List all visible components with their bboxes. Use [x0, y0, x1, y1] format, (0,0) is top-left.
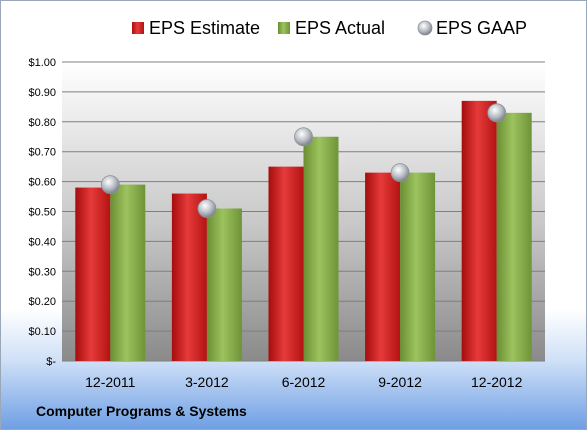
- actual-bar: [303, 136, 339, 361]
- x-category-label: 12-2012: [471, 374, 523, 390]
- bars-layer: [75, 100, 532, 362]
- legend: EPS Estimate EPS Actual EPS GAAP: [132, 18, 527, 38]
- y-tick-label: $0.30: [28, 266, 56, 278]
- estimate-bar: [268, 166, 304, 361]
- gaap-marker: [390, 163, 410, 183]
- gaap-marker: [197, 199, 217, 218]
- gaap-marker: [294, 127, 313, 147]
- y-axis-ticks: $- $0.10 $0.20 $0.30 $0.40 $0.50 $0.60 $0.70 $0.…: [28, 57, 56, 368]
- actual-bar: [206, 208, 242, 361]
- y-tick-label: $0.20: [28, 296, 56, 308]
- legend-label: EPS Estimate: [149, 18, 260, 38]
- y-tick-label: $0.90: [28, 87, 56, 99]
- legend-actual-swatch: [278, 22, 290, 34]
- gaap-markers-layer: [100, 103, 507, 218]
- legend-label: EPS GAAP: [436, 18, 527, 38]
- y-tick-label: $1.00: [28, 57, 56, 69]
- y-tick-label: $0.70: [28, 147, 56, 159]
- legend-label: EPS Actual: [295, 18, 385, 38]
- company-name: Computer Programs & Systems: [36, 403, 247, 419]
- y-tick-label: $-: [46, 356, 56, 368]
- x-axis-labels: 12-2011 3-2012 6-2012 9-2012 12-2012: [85, 374, 522, 390]
- x-category-label: 12-2011: [85, 374, 136, 390]
- actual-bar: [110, 184, 146, 361]
- y-tick-label: $0.50: [28, 207, 56, 219]
- y-tick-label: $0.10: [28, 326, 56, 338]
- estimate-bar: [461, 100, 497, 362]
- actual-bar: [496, 112, 532, 361]
- actual-bar: [400, 172, 436, 361]
- legend-gaap-swatch: [417, 20, 433, 36]
- estimate-bar: [171, 193, 207, 361]
- x-category-label: 6-2012: [282, 374, 326, 390]
- x-category-label: 9-2012: [378, 374, 422, 390]
- estimate-bar: [75, 187, 111, 361]
- x-category-label: 3-2012: [185, 374, 229, 390]
- y-tick-label: $0.40: [28, 236, 56, 248]
- legend-estimate-swatch: [132, 22, 144, 34]
- gaap-marker: [487, 103, 507, 123]
- y-tick-label: $0.80: [28, 117, 56, 129]
- y-tick-label: $0.60: [28, 177, 56, 189]
- estimate-bar: [365, 172, 401, 361]
- gaap-marker: [100, 175, 120, 194]
